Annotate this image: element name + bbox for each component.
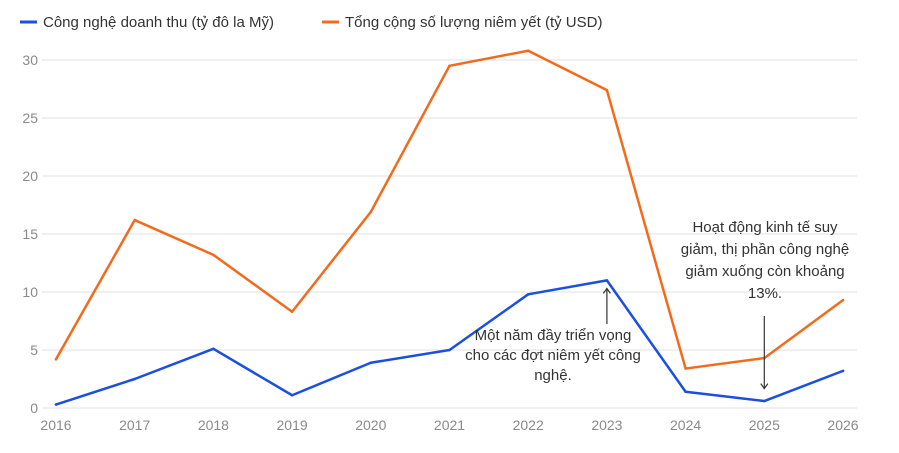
data-point <box>763 399 766 403</box>
x-tick-label: 2026 <box>827 417 858 433</box>
y-tick-label: 15 <box>22 226 38 242</box>
gridlines <box>42 59 857 409</box>
y-tick-label: 20 <box>22 168 38 184</box>
data-point <box>841 369 845 373</box>
y-tick-label: 0 <box>30 400 38 416</box>
annotation-arrowhead <box>602 287 611 294</box>
y-tick-label: 5 <box>30 342 38 358</box>
data-point <box>684 367 687 370</box>
y-tick-label: 25 <box>22 110 38 126</box>
data-point <box>605 279 609 282</box>
series-lines <box>54 49 845 406</box>
data-point <box>133 377 136 381</box>
annotation-line: giảm xuống còn khoảng <box>685 263 844 280</box>
x-tick-label: 2018 <box>198 417 229 433</box>
y-axis-ticks: 0 5 10 15 20 25 30 <box>22 52 38 416</box>
data-point <box>448 348 451 352</box>
data-point <box>448 64 451 68</box>
data-point <box>526 49 530 53</box>
data-point <box>605 88 609 92</box>
x-tick-label: 2024 <box>670 417 701 433</box>
x-tick-label: 2022 <box>513 417 544 433</box>
data-point <box>526 293 530 296</box>
data-point <box>54 403 58 406</box>
legend: Công nghệ doanh thu (tỷ đô la Mỹ) Tổng c… <box>20 14 602 31</box>
annotation-line: nghệ. <box>534 367 572 384</box>
annotation-line: Một năm đầy triển vọng <box>475 327 632 344</box>
annotation-line: cho các đợt niêm yết công <box>465 347 641 364</box>
data-point <box>369 210 373 214</box>
annotation-arrowhead <box>760 383 769 390</box>
annotation-line: Hoạt động kinh tế suy <box>692 219 838 236</box>
series-line-0 <box>54 279 845 406</box>
legend-label-revenue: Công nghệ doanh thu (tỷ đô la Mỹ) <box>43 14 274 31</box>
x-tick-label: 2023 <box>591 417 622 433</box>
x-tick-label: 2020 <box>355 417 386 433</box>
data-point <box>212 253 215 257</box>
annotation-line: giảm, thị phần công nghệ <box>681 241 849 258</box>
data-point <box>212 347 215 351</box>
x-tick-label: 2017 <box>119 417 150 433</box>
x-tick-label: 2021 <box>434 417 465 433</box>
legend-label-listings: Tổng cộng số lượng niêm yết (tỷ USD) <box>345 14 602 31</box>
data-point <box>684 390 687 394</box>
y-tick-label: 30 <box>22 52 38 68</box>
x-axis-ticks: 2016 2017 2018 2019 2020 2021 2022 2023 2024 2025… <box>40 417 858 433</box>
data-point <box>369 361 373 365</box>
data-point <box>290 310 294 314</box>
data-point <box>54 357 58 361</box>
annotation-line: 13%. <box>748 285 782 302</box>
x-tick-label: 2016 <box>40 417 71 433</box>
x-tick-label: 2019 <box>277 417 308 433</box>
data-point <box>133 218 136 222</box>
data-point <box>841 298 845 302</box>
y-tick-label: 10 <box>22 284 38 300</box>
data-point <box>290 393 294 397</box>
series-line-1 <box>54 49 845 370</box>
x-tick-label: 2025 <box>749 417 780 433</box>
annotations: Một năm đầy triển vọng cho các đợt niêm y… <box>465 219 849 390</box>
